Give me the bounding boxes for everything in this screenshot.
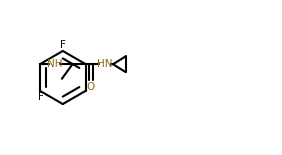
Text: NH: NH bbox=[47, 59, 62, 69]
Text: F: F bbox=[60, 40, 66, 50]
Text: O: O bbox=[87, 82, 95, 92]
Text: HN: HN bbox=[97, 59, 113, 69]
Text: F: F bbox=[38, 92, 44, 102]
